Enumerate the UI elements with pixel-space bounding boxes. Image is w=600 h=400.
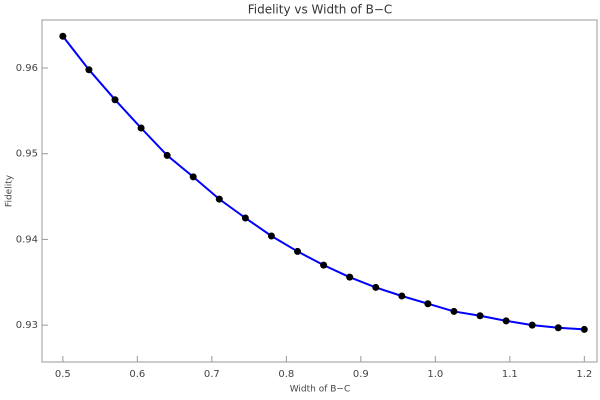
- data-point: [163, 151, 171, 159]
- chart-title: Fidelity vs Width of B−C: [248, 3, 393, 17]
- data-point: [85, 66, 93, 74]
- x-axis-label: Width of B−C: [290, 385, 351, 395]
- x-tick-label: 1.2: [576, 369, 592, 380]
- y-tick-label: 0.96: [16, 63, 38, 74]
- data-point: [294, 247, 302, 255]
- data-point: [398, 292, 406, 300]
- x-tick-label: 1.1: [502, 369, 518, 380]
- y-axis-label: Fidelity: [5, 174, 15, 207]
- x-tick-label: 0.6: [129, 369, 145, 380]
- data-point: [424, 300, 432, 308]
- data-point: [580, 325, 588, 333]
- data-point: [476, 312, 484, 320]
- x-tick-label: 1.0: [427, 369, 443, 380]
- data-point: [267, 232, 275, 240]
- x-tick-label: 0.7: [204, 369, 220, 380]
- data-point: [450, 307, 458, 315]
- data-point: [554, 324, 562, 332]
- data-point: [189, 173, 197, 181]
- data-point: [372, 283, 380, 291]
- data-point: [111, 96, 119, 104]
- y-tick-label: 0.93: [16, 320, 38, 331]
- data-point: [241, 214, 249, 222]
- data-point: [502, 317, 510, 325]
- data-point: [137, 124, 145, 132]
- x-tick-label: 0.8: [278, 369, 294, 380]
- y-tick-label: 0.95: [16, 149, 38, 160]
- x-tick-label: 0.5: [55, 369, 71, 380]
- data-point: [528, 321, 536, 329]
- y-tick-label: 0.94: [16, 234, 38, 245]
- data-point: [320, 261, 328, 269]
- data-point: [346, 273, 354, 281]
- data-point: [215, 195, 223, 203]
- x-tick-label: 0.9: [353, 369, 369, 380]
- plot-frame: [41, 19, 598, 363]
- data-point: [59, 32, 67, 40]
